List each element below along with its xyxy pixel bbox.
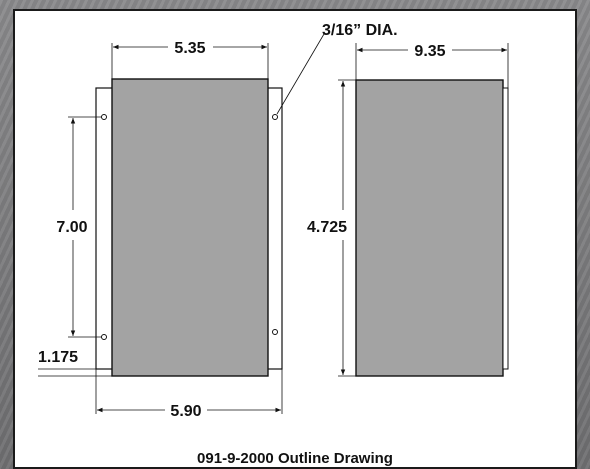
mounting-hole-top-left [101,114,107,120]
dimension-height: 4.725 [307,79,356,377]
hole-callout: 3/16” DIA. [276,22,398,115]
dimension-bottom-offset: 1.175 [38,349,112,377]
dim-label-hole-spacing: 7.00 [56,219,87,236]
dimension-bottom-width: 5.90 [95,369,283,420]
front-view: 5.35 3/16” DIA. 7.00 1.175 5.90 [38,22,398,420]
dim-label-bottom-offset: 1.175 [38,349,78,366]
dimension-top-width: 5.35 [111,40,269,79]
dim-label-height: 4.725 [307,219,347,236]
mounting-hole-bottom-left [101,334,107,340]
mounting-hole-top-right [272,114,278,120]
front-enclosure-body [111,78,269,377]
mounting-hole-bottom-right [272,329,278,335]
dimension-hole-spacing: 7.00 [56,116,102,338]
hole-callout-label: 3/16” DIA. [322,22,398,39]
dimension-depth: 9.35 [355,43,509,88]
side-edge-strip [502,87,509,370]
dim-label-depth: 9.35 [414,43,445,60]
dim-label-top-width: 5.35 [174,40,205,57]
side-view: 9.35 4.725 [307,43,509,377]
drawing-title: 091-9-2000 Outline Drawing [197,450,393,467]
dim-label-bottom-width: 5.90 [170,403,201,420]
side-enclosure-body [355,79,504,377]
